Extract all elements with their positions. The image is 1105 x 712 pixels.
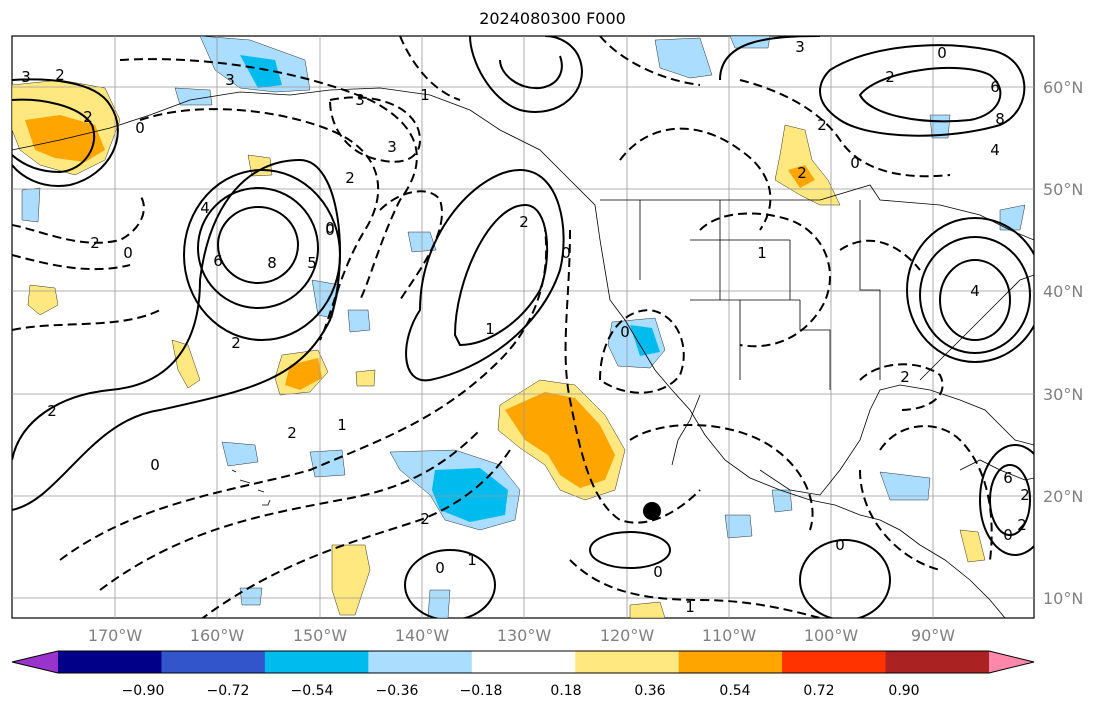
colorbar-tick-label: −0.72 (206, 683, 250, 699)
contour-label: 2 (345, 169, 355, 187)
contour-label: 0 (653, 563, 663, 581)
contour-label: 0 (150, 456, 160, 474)
lat-label-20n: 20°N (1043, 487, 1084, 506)
contour-label: 4 (990, 141, 1000, 159)
contour-label: 1 (685, 598, 695, 616)
contour-label: 2 (900, 368, 910, 386)
map-title: 2024080300 F000 (479, 9, 626, 28)
lon-label-100w: 100°W (803, 626, 859, 645)
plot-frame (11, 35, 1035, 619)
lon-label-120w: 120°W (599, 626, 655, 645)
colorbar-tick-label: −0.54 (290, 683, 334, 699)
lon-label-140w: 140°W (394, 626, 450, 645)
contour-label: 2 (1020, 486, 1030, 504)
contour-label: 3 (21, 68, 31, 86)
contour-label: 6 (213, 252, 223, 270)
contour-label: 1 (337, 416, 347, 434)
contour-label: 3 (795, 38, 805, 56)
positive-contours (12, 36, 1034, 618)
contour-label: 2 (420, 510, 430, 528)
contour-label: 2 (90, 234, 100, 252)
lat-label-50n: 50°N (1043, 180, 1084, 199)
contour-label: 0 (435, 559, 445, 577)
colorbar-tick-label: 0.72 (803, 683, 835, 699)
contour-label: 4 (970, 282, 980, 300)
lon-label-110w: 110°W (701, 626, 757, 645)
contour-label: 2 (797, 164, 807, 182)
contour-label: 3 (387, 138, 397, 156)
coastlines (12, 87, 1034, 618)
colorbar-tick-label: −0.90 (121, 683, 165, 699)
contour-label: 8 (995, 110, 1005, 128)
contour-label: 2 (1017, 516, 1027, 534)
contour-label: 0 (561, 244, 571, 262)
negative-shading (21, 36, 1026, 618)
contour-label: 0 (620, 323, 630, 341)
lon-label-160w: 160°W (189, 626, 245, 645)
lat-label-30n: 30°N (1043, 385, 1084, 404)
contour-label: 6 (1003, 469, 1013, 487)
colorbar-tick-label: −0.36 (375, 683, 419, 699)
contour-label: 8 (267, 254, 277, 272)
contour-label: 2 (817, 116, 827, 134)
contour-label: 2 (287, 424, 297, 442)
contour-label: 2 (885, 68, 895, 86)
colorbar-tick-label: 0.90 (888, 683, 920, 699)
contour-label: 1 (467, 551, 477, 569)
contour-label: 0 (937, 44, 947, 62)
lat-label-10n: 10°N (1043, 589, 1084, 608)
contour-label: 0 (123, 244, 133, 262)
contour-label: 0 (835, 536, 845, 554)
colorbar-tick-label: 0.36 (634, 683, 666, 699)
lon-label-130w: 130°W (496, 626, 552, 645)
lon-label-150w: 150°W (292, 626, 348, 645)
contour-label: 6 (990, 78, 1000, 96)
positive-shading (12, 79, 986, 618)
lat-label-40n: 40°N (1043, 282, 1084, 301)
colorbar-tick-label: −0.18 (459, 683, 503, 699)
contour-label: 0 (325, 219, 335, 237)
colorbar-tick-label: 0.54 (719, 683, 751, 699)
colorbar-tick-label: 0.18 (550, 683, 582, 699)
contour-labels: 3 2 0 2 3 3 2 1 0 3 0 2 3 2 6 8 4 2 0 2 … (21, 38, 1030, 616)
contour-label: 2 (47, 402, 57, 420)
contour-label: 0 (135, 119, 145, 137)
contour-label: 5 (307, 254, 317, 272)
contour-label: 0 (1003, 526, 1013, 544)
negative-contours (12, 36, 993, 618)
lat-label-60n: 60°N (1043, 78, 1084, 97)
contour-label: 2 (231, 334, 241, 352)
contour-label: 0 (325, 221, 335, 239)
lon-label-170w: 170°W (87, 626, 143, 645)
contour-label: 2 (83, 108, 93, 126)
contour-label: 2 (55, 66, 65, 84)
contour-label: 4 (200, 199, 210, 217)
lon-label-90w: 90°W (910, 626, 956, 645)
contour-label: 0 (850, 154, 860, 172)
storm-center-dot (643, 502, 661, 520)
graticule (12, 36, 1034, 618)
contour-label: 1 (757, 244, 767, 262)
contour-label: 1 (485, 320, 495, 338)
contour-label: 3 (225, 71, 235, 89)
contour-label: 3 (355, 91, 365, 109)
contour-label: 1 (420, 86, 430, 104)
contour-label: 2 (519, 213, 529, 231)
